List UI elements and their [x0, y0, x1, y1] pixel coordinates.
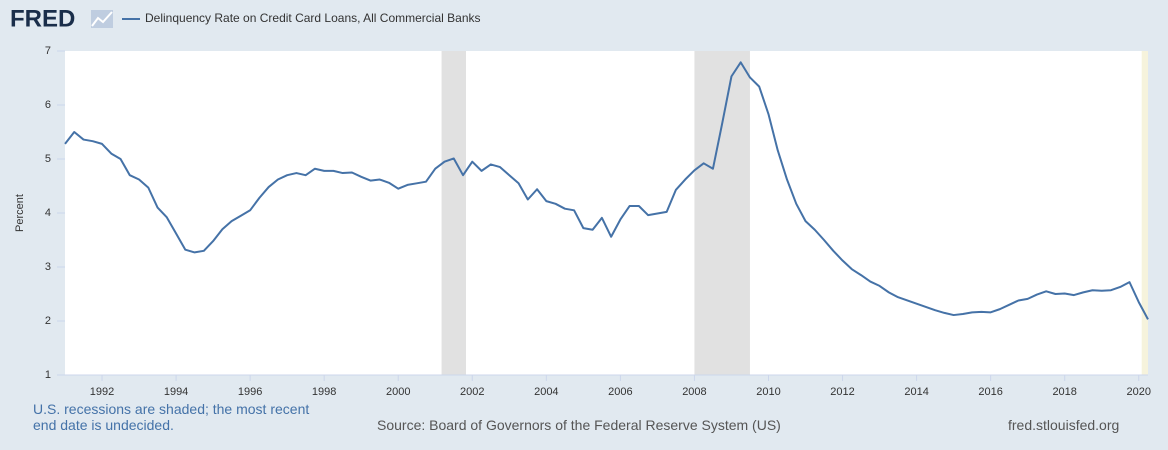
recession-shade — [694, 51, 750, 375]
x-tick-label: 1996 — [238, 386, 262, 398]
y-tick-label: 1 — [45, 369, 51, 381]
y-tick-label: 5 — [45, 153, 51, 165]
logo: FRED — [10, 5, 75, 32]
plot-area — [65, 51, 1148, 375]
x-tick-label: 2018 — [1052, 386, 1076, 398]
y-axis-label: Percent — [14, 194, 26, 232]
recession-note: U.S. recessions are shaded; the most rec… — [33, 401, 310, 433]
logo-icon — [91, 10, 113, 28]
legend-label: Delinquency Rate on Credit Card Loans, A… — [145, 11, 481, 25]
x-tick-label: 1994 — [164, 386, 188, 398]
data-line — [64, 61, 1149, 320]
x-tick-label: 2008 — [682, 386, 706, 398]
x-tick-label: 2012 — [830, 386, 854, 398]
recession-shade-undecided — [1141, 51, 1148, 375]
x-tick-label: 2000 — [386, 386, 410, 398]
x-tick-label: 1998 — [312, 386, 336, 398]
x-tick-label: 1992 — [90, 386, 114, 398]
y-tick-label: 7 — [45, 45, 51, 57]
y-tick-label: 2 — [45, 315, 51, 327]
y-tick-label: 6 — [45, 99, 51, 111]
y-tick-label: 4 — [45, 207, 51, 219]
x-tick-label: 2010 — [756, 386, 780, 398]
source: Source: Board of Governors of the Federa… — [377, 417, 781, 433]
site: fred.stlouisfed.org — [1008, 417, 1120, 433]
y-tick-label: 3 — [45, 261, 51, 273]
recession-shade — [441, 51, 466, 375]
x-tick-label: 2014 — [904, 386, 928, 398]
x-tick-label: 2016 — [978, 386, 1002, 398]
x-tick-label: 2004 — [534, 386, 558, 398]
x-tick-label: 2020 — [1127, 386, 1151, 398]
x-tick-label: 2002 — [460, 386, 484, 398]
x-tick-label: 2006 — [608, 386, 632, 398]
